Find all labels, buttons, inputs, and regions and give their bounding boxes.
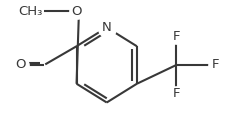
Text: O: O — [15, 58, 26, 71]
Text: N: N — [101, 21, 111, 34]
Text: F: F — [211, 58, 219, 71]
Text: F: F — [172, 30, 179, 43]
Text: O: O — [71, 5, 82, 18]
Text: F: F — [172, 87, 179, 100]
Text: CH₃: CH₃ — [18, 5, 43, 18]
